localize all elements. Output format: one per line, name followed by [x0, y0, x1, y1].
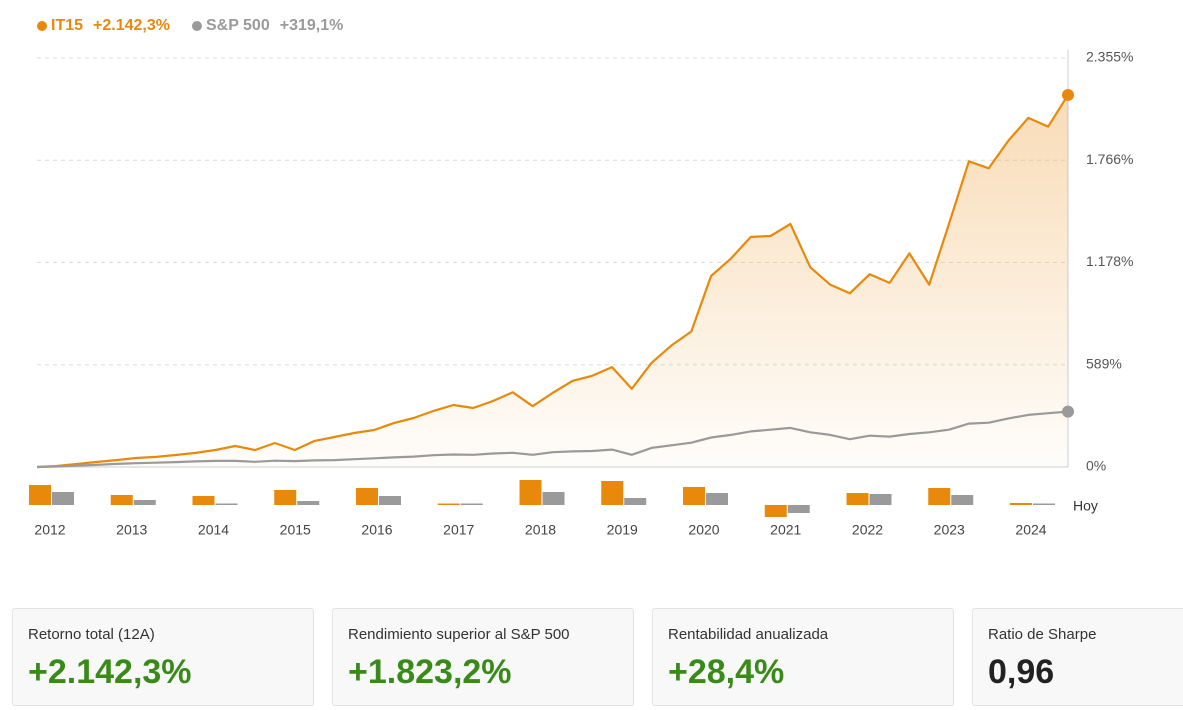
x-tick-label: 2024	[1015, 522, 1046, 538]
end-dot	[1062, 88, 1074, 101]
stat-cards: Retorno total (12A) +2.142,3% Rendimiento …	[0, 608, 1183, 708]
legend-name: IT15	[51, 17, 83, 34]
bar	[542, 492, 565, 505]
y-tick-label: 1.178%	[1086, 253, 1133, 269]
x-tick-label: 2012	[34, 522, 65, 538]
stat-value: +1.823,2%	[348, 653, 512, 691]
stat-value: +28,4%	[668, 653, 785, 691]
bar	[437, 503, 460, 505]
x-tick-label: 2023	[934, 522, 965, 538]
y-tick-label: 0%	[1086, 458, 1106, 474]
x-tick-label: 2015	[280, 522, 311, 538]
y-tick-label: 589%	[1086, 355, 1122, 371]
chart: 0% 589% 1.178% 1.766% 2.355% IT15 +2.142,3% S&P…	[29, 17, 1133, 538]
stat-label: Ratio de Sharpe	[988, 626, 1097, 643]
bar	[624, 498, 647, 505]
bar	[601, 481, 624, 505]
legend-dot	[191, 21, 202, 31]
bar	[1033, 503, 1055, 505]
end-dot	[1062, 405, 1074, 418]
bar	[192, 496, 215, 505]
bar	[787, 505, 810, 513]
x-tick-label: 2013	[116, 522, 147, 538]
bar	[460, 503, 483, 505]
bar	[356, 488, 378, 505]
bar	[846, 493, 869, 505]
stat-card: Rentabilidad anualizada +28,4%	[652, 608, 954, 706]
line	[36, 410, 1069, 469]
x-tick-label: 2014	[198, 522, 229, 538]
stat-value: +2.142,3%	[28, 653, 192, 691]
x-tick-label: 2017	[443, 522, 474, 538]
legend-value: +319,1%	[280, 17, 344, 34]
x-tick-label: 2016	[361, 522, 392, 538]
bar	[297, 501, 320, 505]
x-tick-label: 2019	[607, 522, 638, 538]
legend-value: +2.142,3%	[93, 17, 170, 34]
bar	[1010, 503, 1032, 505]
y-tick-label: 1.766%	[1086, 151, 1133, 167]
stat-label: Rendimiento superior al S&P 500	[348, 626, 570, 643]
bar	[706, 493, 728, 505]
bar	[29, 485, 51, 505]
stat-label: Rentabilidad anualizada	[668, 626, 829, 643]
stat-card: Ratio de Sharpe 0,96	[972, 608, 1183, 706]
bar	[951, 495, 974, 505]
line	[36, 94, 1069, 469]
stat-card: Rendimiento superior al S&P 500 +1.823,2%	[332, 608, 634, 706]
legend-dot	[37, 21, 47, 31]
x-tick-label: 2020	[688, 522, 719, 538]
bar	[379, 496, 401, 505]
area	[37, 94, 1068, 468]
stat-value: 0,96	[988, 653, 1055, 691]
bar	[519, 480, 542, 505]
bar	[274, 490, 297, 505]
y-tick-label: 2.355%	[1086, 49, 1133, 65]
bar	[110, 495, 133, 505]
bar	[928, 488, 951, 505]
annotation: Hoy	[1073, 498, 1098, 514]
legend-name: S&P 500	[206, 17, 270, 34]
stat-card: Retorno total (12A) +2.142,3%	[12, 608, 314, 706]
x-tick-label: 2018	[525, 522, 556, 538]
bar	[215, 503, 238, 505]
bar	[683, 487, 705, 505]
bar	[764, 505, 787, 517]
bar	[869, 494, 892, 505]
bar	[133, 500, 156, 505]
x-tick-label: 2022	[852, 522, 883, 538]
x-tick-label: 2021	[770, 522, 801, 538]
stat-label: Retorno total (12A)	[28, 626, 155, 643]
bar	[52, 492, 74, 505]
